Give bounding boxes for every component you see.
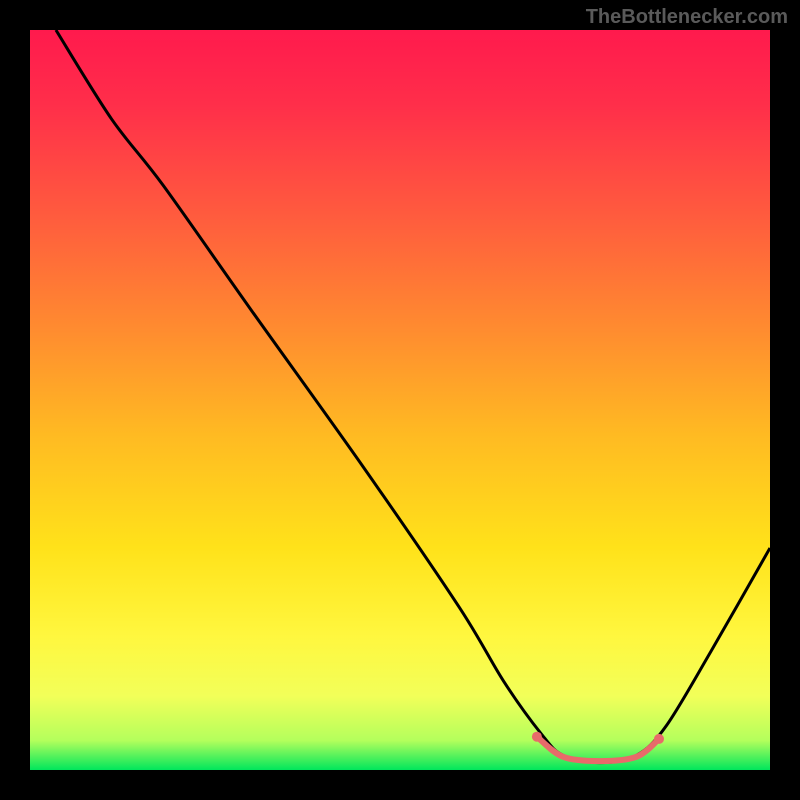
watermark-text: TheBottlenecker.com bbox=[586, 6, 788, 29]
optimal-band-end-dot bbox=[532, 732, 542, 742]
optimal-band-dots bbox=[532, 732, 664, 744]
bottleneck-curve bbox=[56, 30, 770, 763]
plot-area bbox=[30, 30, 770, 770]
optimal-band-highlight bbox=[537, 737, 659, 761]
curve-layer bbox=[30, 30, 770, 770]
optimal-band-end-dot bbox=[654, 734, 664, 744]
